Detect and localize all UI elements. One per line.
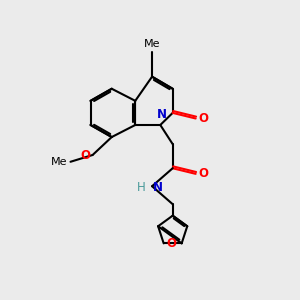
Text: N: N [153, 181, 163, 194]
Text: O: O [199, 167, 208, 180]
Text: H: H [137, 181, 146, 194]
Text: O: O [199, 112, 208, 125]
Text: N: N [157, 108, 166, 121]
Text: O: O [167, 237, 177, 250]
Text: O: O [80, 149, 90, 162]
Text: Me: Me [51, 157, 68, 167]
Text: Me: Me [144, 39, 160, 49]
